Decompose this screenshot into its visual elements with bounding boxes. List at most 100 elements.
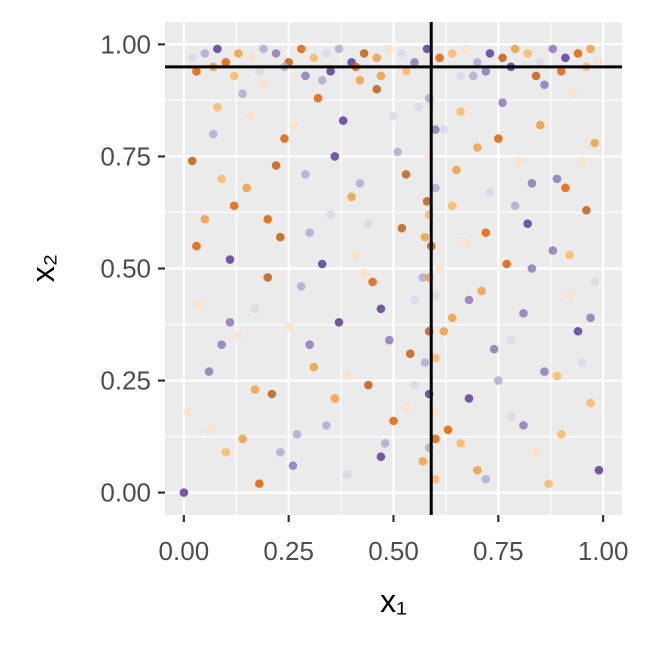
- data-point: [225, 317, 235, 327]
- data-point: [418, 456, 428, 466]
- data-point: [431, 474, 440, 484]
- data-point: [464, 295, 474, 305]
- x-tick-label: 0.50: [368, 536, 419, 566]
- data-point: [296, 44, 306, 54]
- data-point: [556, 430, 566, 439]
- data-point: [477, 286, 486, 296]
- data-point: [376, 71, 386, 81]
- data-point: [431, 353, 440, 363]
- data-point: [586, 44, 595, 54]
- data-point: [494, 134, 503, 143]
- data-point: [301, 170, 310, 179]
- data-point: [548, 246, 558, 255]
- x-axis-ticks: 0.00 0.25 0.50 0.75 1.00: [159, 515, 628, 566]
- data-point: [552, 371, 562, 381]
- data-point: [397, 49, 407, 58]
- data-point: [561, 183, 570, 193]
- data-point: [322, 49, 331, 58]
- data-point: [431, 125, 440, 134]
- data-point: [489, 344, 499, 354]
- data-point: [196, 300, 205, 309]
- data-point: [431, 291, 440, 300]
- data-point: [267, 389, 277, 399]
- data-point: [250, 385, 260, 394]
- data-point: [452, 165, 461, 175]
- y-tick-label: 1.00: [100, 29, 151, 59]
- data-point: [464, 394, 474, 403]
- data-point: [418, 273, 428, 282]
- data-point: [208, 129, 218, 139]
- data-point: [288, 120, 298, 130]
- data-point: [317, 259, 327, 269]
- data-point: [435, 264, 444, 273]
- data-point: [359, 49, 369, 58]
- data-point: [460, 44, 470, 54]
- data-point: [242, 183, 252, 193]
- data-point: [389, 111, 398, 121]
- data-point: [246, 53, 256, 63]
- data-point: [204, 425, 214, 435]
- data-point: [317, 75, 327, 85]
- data-point: [420, 358, 430, 367]
- data-point: [192, 67, 201, 76]
- data-point: [481, 228, 491, 237]
- data-point: [481, 67, 491, 76]
- data-point: [259, 80, 268, 90]
- data-point: [498, 98, 507, 107]
- data-point: [250, 304, 260, 314]
- data-point: [531, 447, 541, 457]
- data-point: [410, 58, 419, 67]
- data-point: [498, 53, 507, 63]
- data-point: [271, 49, 281, 58]
- data-point: [351, 250, 361, 260]
- data-point: [359, 268, 369, 278]
- data-point: [246, 111, 256, 121]
- data-point: [431, 183, 440, 193]
- y-tick-label: 0.75: [100, 141, 151, 171]
- data-point: [577, 156, 587, 166]
- data-point: [192, 241, 201, 251]
- data-point: [326, 210, 335, 220]
- data-point: [410, 380, 419, 390]
- data-point: [389, 416, 398, 426]
- data-point: [376, 304, 386, 314]
- data-point: [582, 205, 591, 215]
- reference-lines: [165, 22, 622, 515]
- data-point: [410, 295, 419, 305]
- data-point: [343, 371, 352, 381]
- data-point: [414, 102, 423, 112]
- data-point: [229, 71, 239, 81]
- data-point: [225, 255, 235, 264]
- data-point: [405, 349, 415, 358]
- data-point: [380, 438, 390, 448]
- data-point: [485, 49, 495, 58]
- data-point: [447, 201, 457, 211]
- data-point: [473, 143, 482, 152]
- data-point: [234, 49, 243, 58]
- data-point: [355, 75, 365, 85]
- data-point: [322, 421, 331, 430]
- data-point: [372, 53, 382, 63]
- data-point: [200, 49, 210, 58]
- data-point: [376, 452, 386, 462]
- data-point: [523, 49, 532, 58]
- data-point: [368, 277, 377, 287]
- data-point: [569, 89, 579, 99]
- data-point: [259, 44, 268, 54]
- data-point: [385, 44, 394, 54]
- data-point: [313, 93, 323, 103]
- data-point: [506, 412, 516, 421]
- data-point: [443, 425, 453, 435]
- data-point: [187, 53, 197, 63]
- data-point: [179, 488, 189, 497]
- major-gridlines: [165, 22, 622, 515]
- data-point: [506, 335, 516, 345]
- data-point: [590, 138, 600, 148]
- data-point: [334, 44, 344, 54]
- data-point: [275, 447, 285, 457]
- data-point: [510, 201, 520, 211]
- data-point: [221, 58, 231, 67]
- data-point: [456, 438, 465, 448]
- data-point: [590, 277, 600, 287]
